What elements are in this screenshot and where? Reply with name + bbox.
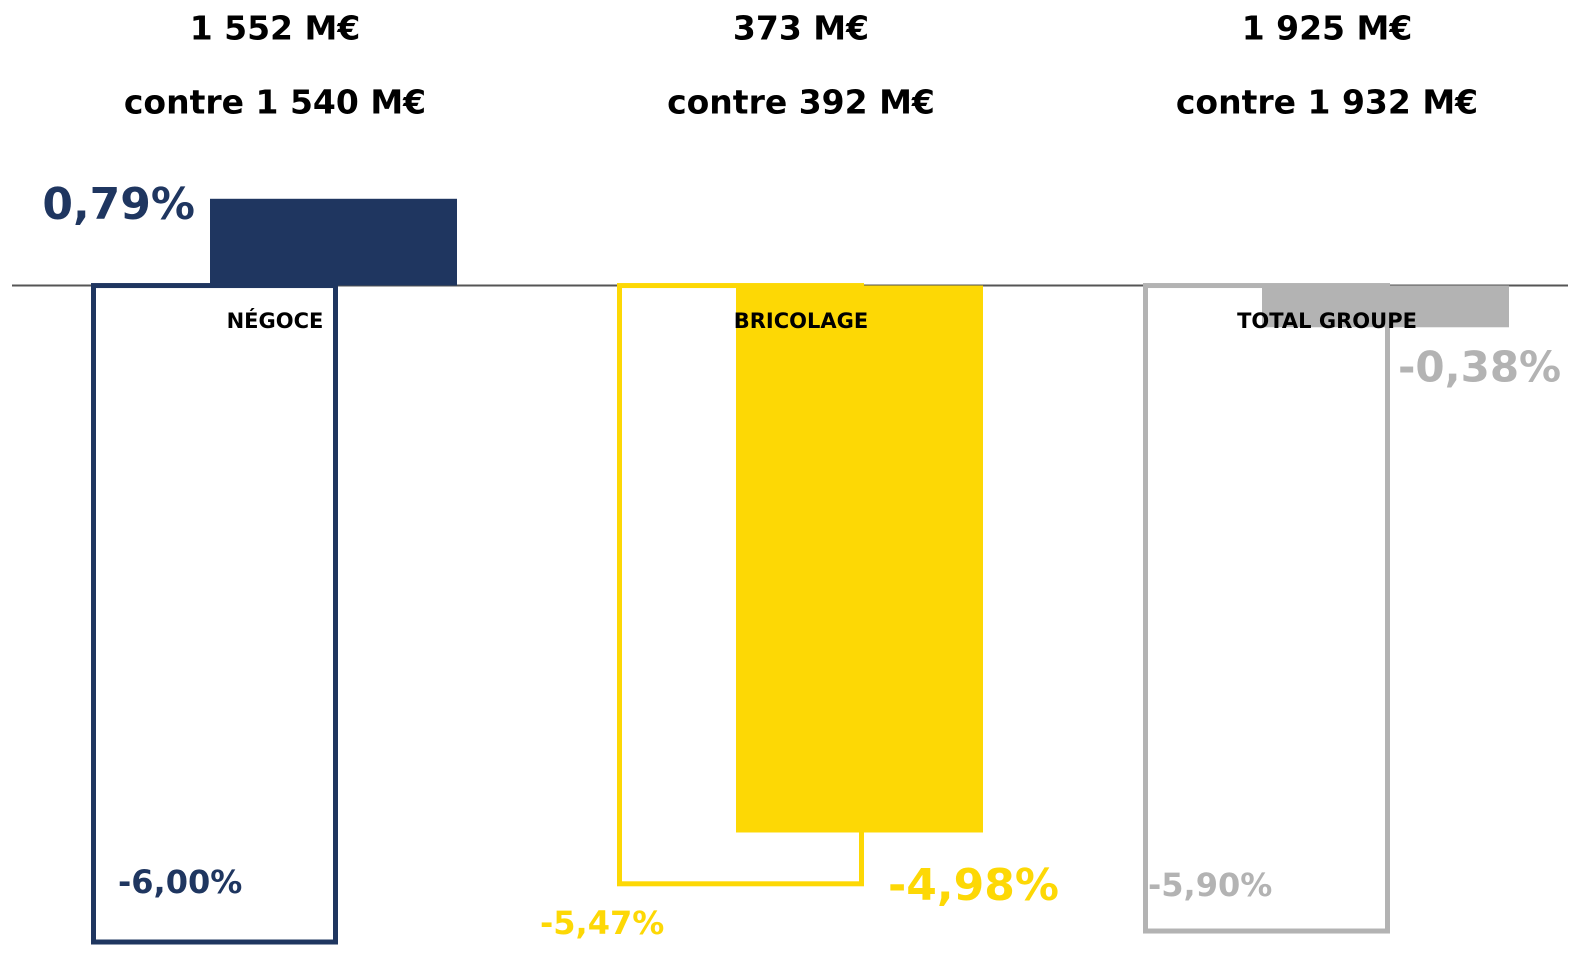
comparison: contre 392 M€ xyxy=(667,83,935,122)
current-bar xyxy=(210,198,457,286)
value-label: -4,98% xyxy=(888,860,1059,911)
headline: 1 552 M€ xyxy=(190,9,361,48)
headline: 373 M€ xyxy=(733,9,869,48)
comparison: contre 1 932 M€ xyxy=(1176,83,1478,122)
value-label: -0,38% xyxy=(1398,343,1561,392)
previous-bar xyxy=(1143,283,1390,934)
category-label: TOTAL GROUPE xyxy=(1237,309,1417,333)
value-label: 0,79% xyxy=(42,179,195,230)
value-label: -5,90% xyxy=(1148,866,1272,904)
previous-bar xyxy=(91,283,338,945)
category-label: BRICOLAGE xyxy=(734,309,868,333)
value-label: -6,00% xyxy=(118,863,242,901)
category-label: NÉGOCE xyxy=(227,308,324,333)
current-bar xyxy=(736,285,983,833)
headline: 1 925 M€ xyxy=(1242,9,1413,48)
value-label: -5,47% xyxy=(540,904,664,942)
comparison: contre 1 540 M€ xyxy=(124,83,426,122)
current-bar xyxy=(1262,285,1509,328)
